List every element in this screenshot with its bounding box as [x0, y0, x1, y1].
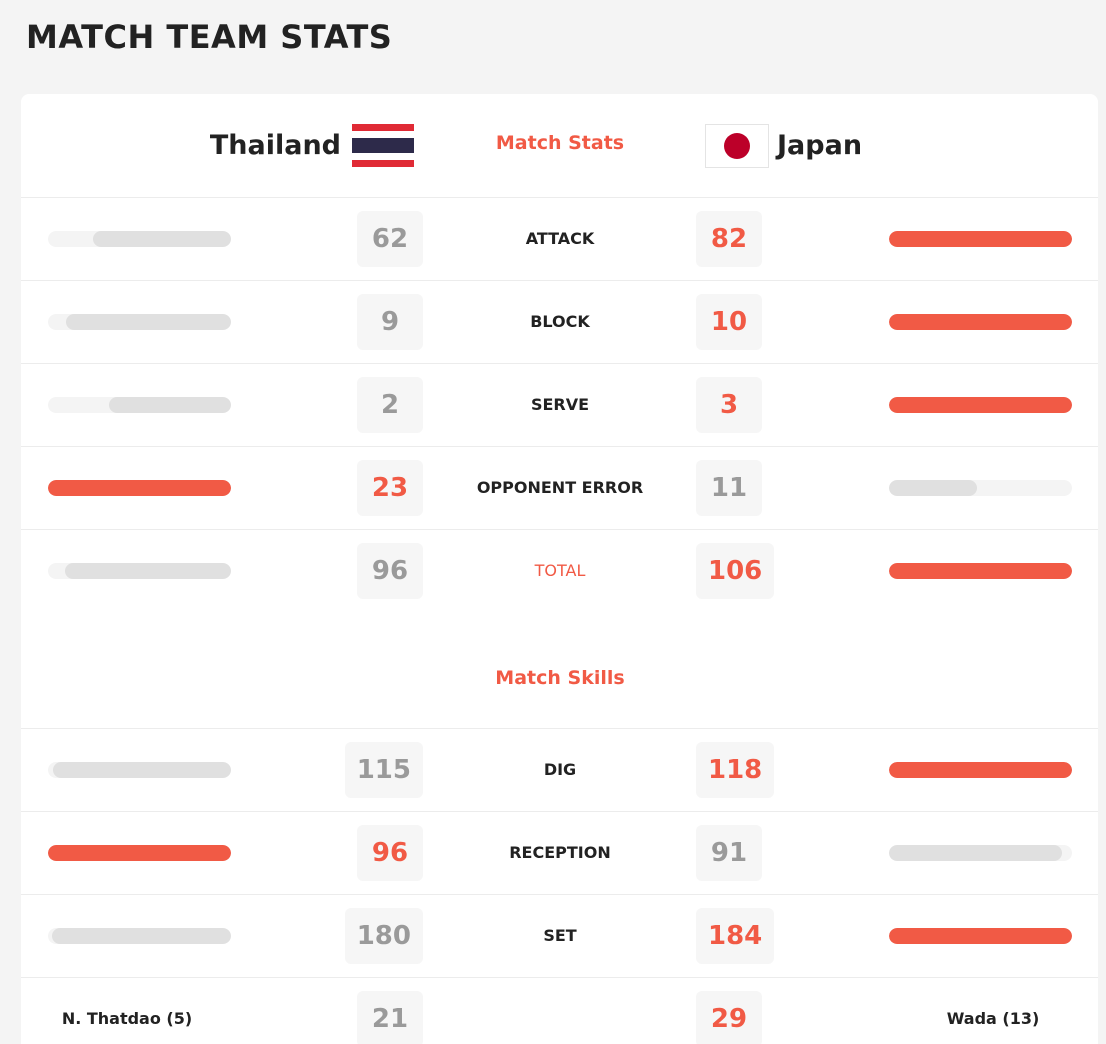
away-bar-track [889, 762, 1072, 778]
home-value: 21 [357, 991, 423, 1044]
section-title: Match Skills [495, 667, 625, 689]
away-bar [889, 928, 1072, 944]
away-bar [889, 397, 1072, 413]
home-bar [65, 563, 231, 579]
stat-row: 2 SERVE 3 [21, 363, 1098, 446]
home-bar [92, 231, 231, 247]
away-bar-track [889, 928, 1072, 944]
home-value: 115 [344, 742, 423, 798]
stat-label: DIG [543, 760, 577, 779]
stat-row: 23 OPPONENT ERROR 11 [21, 446, 1098, 529]
away-team: Japan [777, 130, 863, 161]
stat-label: RECEPTION [509, 843, 611, 862]
away-bar [889, 563, 1072, 579]
home-bar-track [48, 231, 231, 247]
stat-row: 115 DIG 118 [21, 728, 1098, 811]
away-bar-track [889, 563, 1072, 579]
home-value: 23 [357, 460, 423, 516]
stat-label: SERVE [530, 395, 590, 414]
stat-row: 96 RECEPTION 91 [21, 811, 1098, 894]
away-bar [889, 480, 977, 496]
home-bar-track [48, 845, 231, 861]
home-value: 9 [357, 294, 423, 350]
away-value: 3 [696, 377, 762, 433]
home-bar [66, 314, 231, 330]
home-bar-track [48, 480, 231, 496]
home-bar [52, 762, 231, 778]
home-bar [48, 845, 231, 861]
stat-label: BLOCK [530, 312, 590, 331]
top-player-row: N. Thatdao (5) 21 29 Wada (13) [21, 977, 1098, 1044]
away-bar [889, 231, 1072, 247]
away-bar [889, 762, 1072, 778]
away-bar-track [889, 231, 1072, 247]
away-value: 82 [696, 211, 762, 267]
away-value: 91 [696, 825, 762, 881]
home-bar [48, 480, 231, 496]
away-bar-track [889, 845, 1072, 861]
stat-label: TOTAL [534, 561, 586, 580]
home-player: N. Thatdao (5) [61, 1009, 193, 1028]
stat-label: OPPONENT ERROR [476, 478, 644, 497]
home-bar [109, 397, 231, 413]
stat-row: 180 SET 184 [21, 894, 1098, 977]
section-title: Match Stats [495, 132, 625, 154]
page-title: MATCH TEAM STATS [26, 18, 393, 56]
home-team: Thailand [209, 130, 341, 161]
stat-label: ATTACK [525, 229, 595, 248]
away-value: 11 [696, 460, 762, 516]
away-bar [889, 845, 1063, 861]
home-value: 96 [357, 825, 423, 881]
thailand-flag [352, 124, 414, 167]
away-value: 118 [696, 742, 775, 798]
stat-row: 96 TOTAL 106 [21, 529, 1098, 612]
home-value: 180 [344, 908, 423, 964]
away-player: Wada (13) [946, 1009, 1040, 1028]
away-bar-track [889, 397, 1072, 413]
home-bar [51, 928, 231, 944]
home-value: 96 [357, 543, 423, 599]
away-bar-track [889, 480, 1072, 496]
home-bar-track [48, 762, 231, 778]
home-bar-track [48, 563, 231, 579]
stat-label: SET [543, 926, 577, 945]
away-value: 106 [696, 543, 775, 599]
away-value: 10 [696, 294, 762, 350]
away-bar-track [889, 314, 1072, 330]
home-bar-track [48, 397, 231, 413]
away-value: 184 [696, 908, 775, 964]
away-value: 29 [696, 991, 762, 1044]
home-bar-track [48, 314, 231, 330]
home-value: 2 [357, 377, 423, 433]
home-value: 62 [357, 211, 423, 267]
away-bar [889, 314, 1072, 330]
japan-flag [705, 124, 769, 168]
stat-row: 9 BLOCK 10 [21, 280, 1098, 363]
stat-row: 62 ATTACK 82 [21, 197, 1098, 280]
home-bar-track [48, 928, 231, 944]
